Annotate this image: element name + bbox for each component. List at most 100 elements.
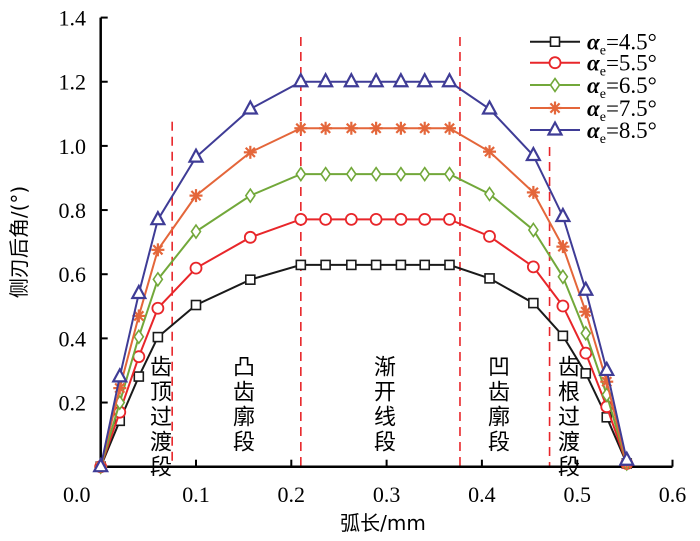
series-line <box>99 127 628 467</box>
circle-marker <box>548 56 562 70</box>
asterisk-marker <box>369 121 383 135</box>
series-square <box>95 259 633 473</box>
square-marker <box>444 259 455 271</box>
triangle-marker <box>416 71 434 88</box>
circle-marker <box>344 212 358 226</box>
asterisk-marker <box>600 375 614 389</box>
diamond-marker <box>320 166 332 183</box>
asterisk-marker <box>151 243 165 257</box>
square-marker <box>528 297 539 309</box>
legend-label: αe=4.5° <box>587 30 657 59</box>
diamond-marker <box>580 325 592 342</box>
asterisk-marker <box>548 101 562 115</box>
asterisk-stroke <box>484 146 495 158</box>
square-marker <box>557 330 569 342</box>
legend: αe=4.5°αe=5.5°αe=6.5°αe=7.5°αe=8.5° <box>530 30 657 147</box>
asterisk-stroke <box>549 102 561 114</box>
square-marker <box>346 259 357 271</box>
diamond-marker <box>370 166 382 183</box>
diamond-marker <box>527 222 539 238</box>
circle-marker <box>483 229 496 243</box>
asterisk-stroke <box>320 122 331 134</box>
circle-marker <box>189 261 203 275</box>
triangle-marker <box>187 147 205 163</box>
series-triangle <box>92 71 636 473</box>
asterisk-stroke <box>557 241 569 253</box>
legend-label: αe=8.5° <box>587 118 657 147</box>
x-tick-label: 0.4 <box>468 482 496 507</box>
series-line <box>99 80 628 467</box>
triangle-marker <box>577 280 595 296</box>
asterisk-marker <box>483 145 497 159</box>
diamond-marker <box>557 268 569 285</box>
asterisk-stroke <box>152 244 164 256</box>
series-asterisk <box>94 121 634 474</box>
square-marker <box>580 368 592 379</box>
series-diamond <box>95 166 633 475</box>
asterisk-stroke <box>580 306 592 318</box>
legend-label: αe=6.5° <box>587 73 657 102</box>
series-circle <box>94 212 634 474</box>
y-tick-label: 0.2 <box>59 391 87 416</box>
series-line <box>99 263 628 468</box>
asterisk-stroke <box>419 122 431 134</box>
asterisk-stroke <box>133 310 145 322</box>
y-tick-label: 0.6 <box>59 262 87 287</box>
asterisk-stroke <box>527 187 539 198</box>
y-tick-label: 1.2 <box>59 70 87 95</box>
circle-marker <box>394 212 408 226</box>
asterisk-stroke <box>295 122 307 134</box>
triangle-marker <box>481 99 498 115</box>
circle-marker <box>243 230 257 244</box>
triangle-marker <box>111 367 129 383</box>
legend-label: αe=5.5° <box>587 51 657 80</box>
axes: 0.0 0.1 0.2 0.3 0.4 0.5 0.6 0.2 0.4 0.6 0.8 1.0 1.2 1… <box>59 6 687 507</box>
y-tick-label: 0.4 <box>59 326 87 351</box>
triangle-marker <box>317 71 334 88</box>
circle-marker <box>418 212 432 226</box>
asterisk-marker <box>579 305 593 319</box>
asterisk-marker <box>113 381 127 395</box>
square-marker <box>190 299 202 311</box>
x-axis-label: 弧长/mm <box>340 511 426 535</box>
series-line <box>99 218 628 468</box>
diamond-marker <box>133 328 145 345</box>
triangle-marker <box>598 360 616 377</box>
diamond-marker <box>190 223 202 240</box>
diamond-marker <box>549 77 561 93</box>
diamond-marker <box>484 186 495 202</box>
legend-entry: αe=8.5° <box>530 118 657 147</box>
triangle-marker <box>149 209 167 226</box>
triangle-marker <box>546 120 564 136</box>
square-marker <box>549 36 561 48</box>
asterisk-marker <box>243 145 257 159</box>
triangle-marker <box>525 145 542 162</box>
x-tick-label: 0.2 <box>278 482 306 507</box>
diamond-marker <box>244 187 256 204</box>
diamond-marker <box>345 166 357 183</box>
asterisk-stroke <box>395 122 407 134</box>
triangle-marker <box>618 450 636 466</box>
x-tick-label: 0.0 <box>63 482 91 507</box>
asterisk-stroke <box>444 122 455 134</box>
triangle-marker <box>392 71 410 88</box>
asterisk-stroke <box>345 122 357 134</box>
triangle-marker <box>554 206 572 223</box>
circle-marker <box>369 212 383 226</box>
circle-marker <box>294 212 308 226</box>
region-label-tip-transition: 齿顶过渡段 <box>146 355 171 480</box>
legend-entry: αe=5.5° <box>530 51 657 80</box>
square-marker <box>395 259 407 271</box>
region-label-concave-profile: 凹齿廓段 <box>484 355 509 455</box>
asterisk-marker <box>319 121 333 135</box>
asterisk-marker <box>344 121 358 135</box>
diamond-marker <box>152 271 164 288</box>
triangle-marker <box>92 456 110 473</box>
asterisk-stroke <box>601 376 613 388</box>
square-marker <box>484 273 495 284</box>
asterisk-marker <box>394 121 408 135</box>
circle-marker <box>579 346 593 360</box>
circle-marker <box>319 212 333 226</box>
diamond-marker <box>444 166 455 183</box>
